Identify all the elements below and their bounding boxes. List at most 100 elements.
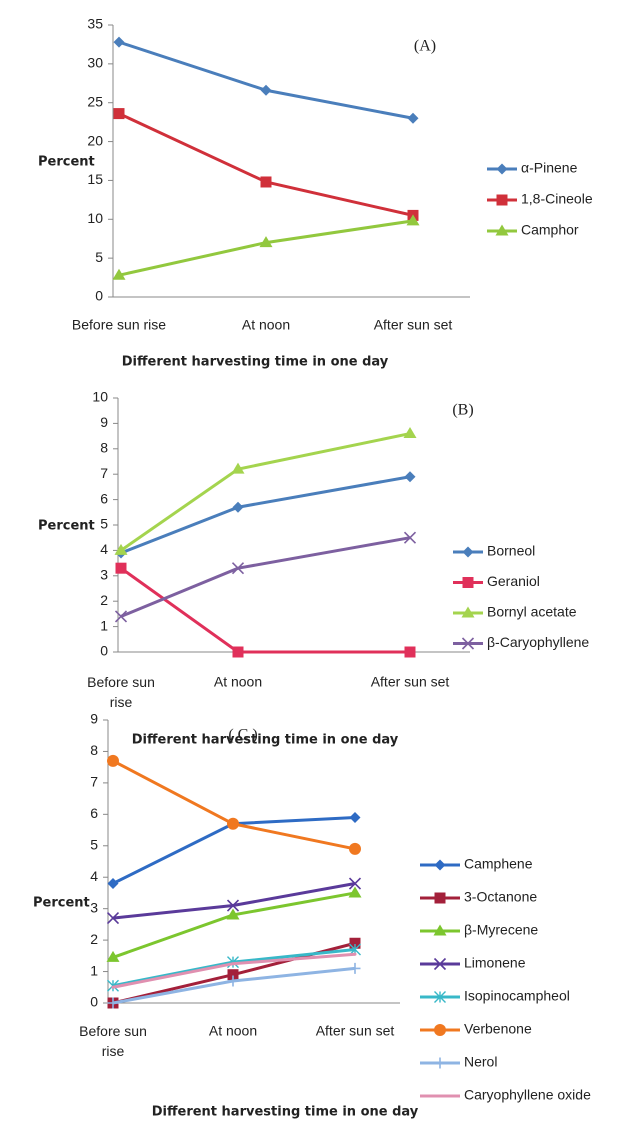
marker (106, 912, 120, 925)
marker (227, 969, 239, 981)
marker (227, 975, 239, 987)
marker (107, 997, 119, 1009)
y-tick-label: 6 (100, 490, 108, 506)
marker (113, 36, 125, 48)
y-tick-label: 1 (100, 617, 108, 633)
y-tick-label: 30 (87, 55, 103, 71)
series-line (120, 536, 411, 618)
marker (232, 646, 244, 658)
legend-label: β-Myrecene (464, 922, 538, 938)
marker (259, 236, 273, 248)
series-line (118, 112, 414, 217)
legend-label: Verbenone (464, 1021, 532, 1037)
series-line (112, 759, 356, 851)
legend-label: Caryophyllene oxide (464, 1087, 591, 1103)
marker (106, 950, 120, 962)
legend-label: 3-Octanone (464, 889, 537, 905)
y-tick-label: 2 (100, 592, 108, 608)
y-tick-label: 20 (87, 132, 103, 148)
legend-marker (434, 859, 446, 871)
y-axis-title: Percent (38, 519, 95, 534)
legend-label: 1,8-Cineole (521, 191, 593, 207)
marker (349, 811, 361, 823)
legend-label: Nerol (464, 1054, 497, 1070)
x-tick-label: After sun set (374, 317, 453, 333)
legend-marker (434, 1024, 446, 1036)
y-tick-label: 25 (87, 93, 103, 109)
marker (260, 176, 272, 188)
x-tick-label: Before sun rise (72, 317, 166, 333)
y-tick-label: 1 (90, 962, 98, 978)
legend-label: Camphene (464, 856, 533, 872)
legend-marker (434, 1057, 446, 1069)
marker (114, 610, 128, 623)
y-tick-label: 10 (92, 389, 108, 405)
x-tick-label: After sun set (316, 1023, 395, 1039)
y-tick-label: 0 (95, 288, 103, 304)
legend-label: α-Pinene (521, 160, 578, 176)
legend-label: β-Caryophyllene (487, 634, 589, 650)
x-tick-label: After sun set (371, 674, 450, 690)
x-axis-title: Different harvesting time in one day (152, 1105, 419, 1120)
x-axis-title: Different harvesting time in one day (122, 355, 389, 370)
annotation: (B) (452, 402, 473, 419)
y-tick-label: 8 (90, 742, 98, 758)
legend-marker (434, 991, 446, 1003)
annotation: ( C ) (228, 727, 257, 744)
marker (348, 886, 362, 898)
y-tick-label: 15 (87, 171, 103, 187)
marker (114, 543, 128, 555)
marker (112, 268, 126, 280)
marker (113, 108, 125, 120)
legend-label: Isopinocampheol (464, 988, 570, 1004)
y-tick-label: 5 (95, 249, 103, 265)
y-tick-label: 35 (87, 16, 103, 32)
y-tick-label: 9 (100, 414, 108, 430)
marker (406, 214, 420, 226)
marker (349, 962, 361, 974)
series-line (118, 40, 414, 120)
marker (403, 427, 417, 439)
marker (407, 112, 419, 124)
legend-marker (433, 924, 447, 936)
legend-marker (495, 224, 509, 236)
y-tick-label: 4 (90, 868, 98, 884)
series-line (120, 475, 411, 555)
y-axis-title: Percent (33, 896, 90, 911)
legend-marker (434, 892, 446, 904)
marker (231, 462, 245, 474)
marker (231, 562, 245, 575)
y-tick-label: 9 (90, 711, 98, 727)
marker (403, 531, 417, 544)
y-axis-title: Percent (38, 155, 95, 170)
legend-label: Geraniol (487, 573, 540, 589)
y-tick-label: 8 (100, 440, 108, 456)
y-tick-label: 6 (90, 805, 98, 821)
legend-marker (433, 957, 447, 971)
point (353, 952, 357, 956)
x-tick-label: At noon (214, 674, 262, 690)
series-line (120, 566, 410, 654)
legend-label: Borneol (487, 543, 535, 559)
point (231, 962, 235, 966)
marker (107, 979, 119, 992)
y-tick-label: 4 (100, 541, 108, 557)
legend-marker (496, 194, 508, 206)
y-tick-label: 2 (90, 931, 98, 947)
y-tick-label: 10 (87, 210, 103, 226)
point (111, 985, 115, 989)
legend-marker (461, 606, 475, 618)
y-tick-label: 7 (100, 465, 108, 481)
marker (226, 908, 240, 920)
marker (107, 878, 119, 890)
x-axis-title: Different harvesting time in one day (132, 733, 399, 748)
y-tick-label: 0 (100, 643, 108, 659)
legend-label: Camphor (521, 222, 579, 238)
y-tick-label: 7 (90, 774, 98, 790)
marker (348, 877, 362, 890)
marker (404, 646, 416, 658)
x-tick-label: At noon (209, 1023, 257, 1039)
y-tick-label: 0 (90, 994, 98, 1010)
y-tick-label: 3 (100, 567, 108, 583)
